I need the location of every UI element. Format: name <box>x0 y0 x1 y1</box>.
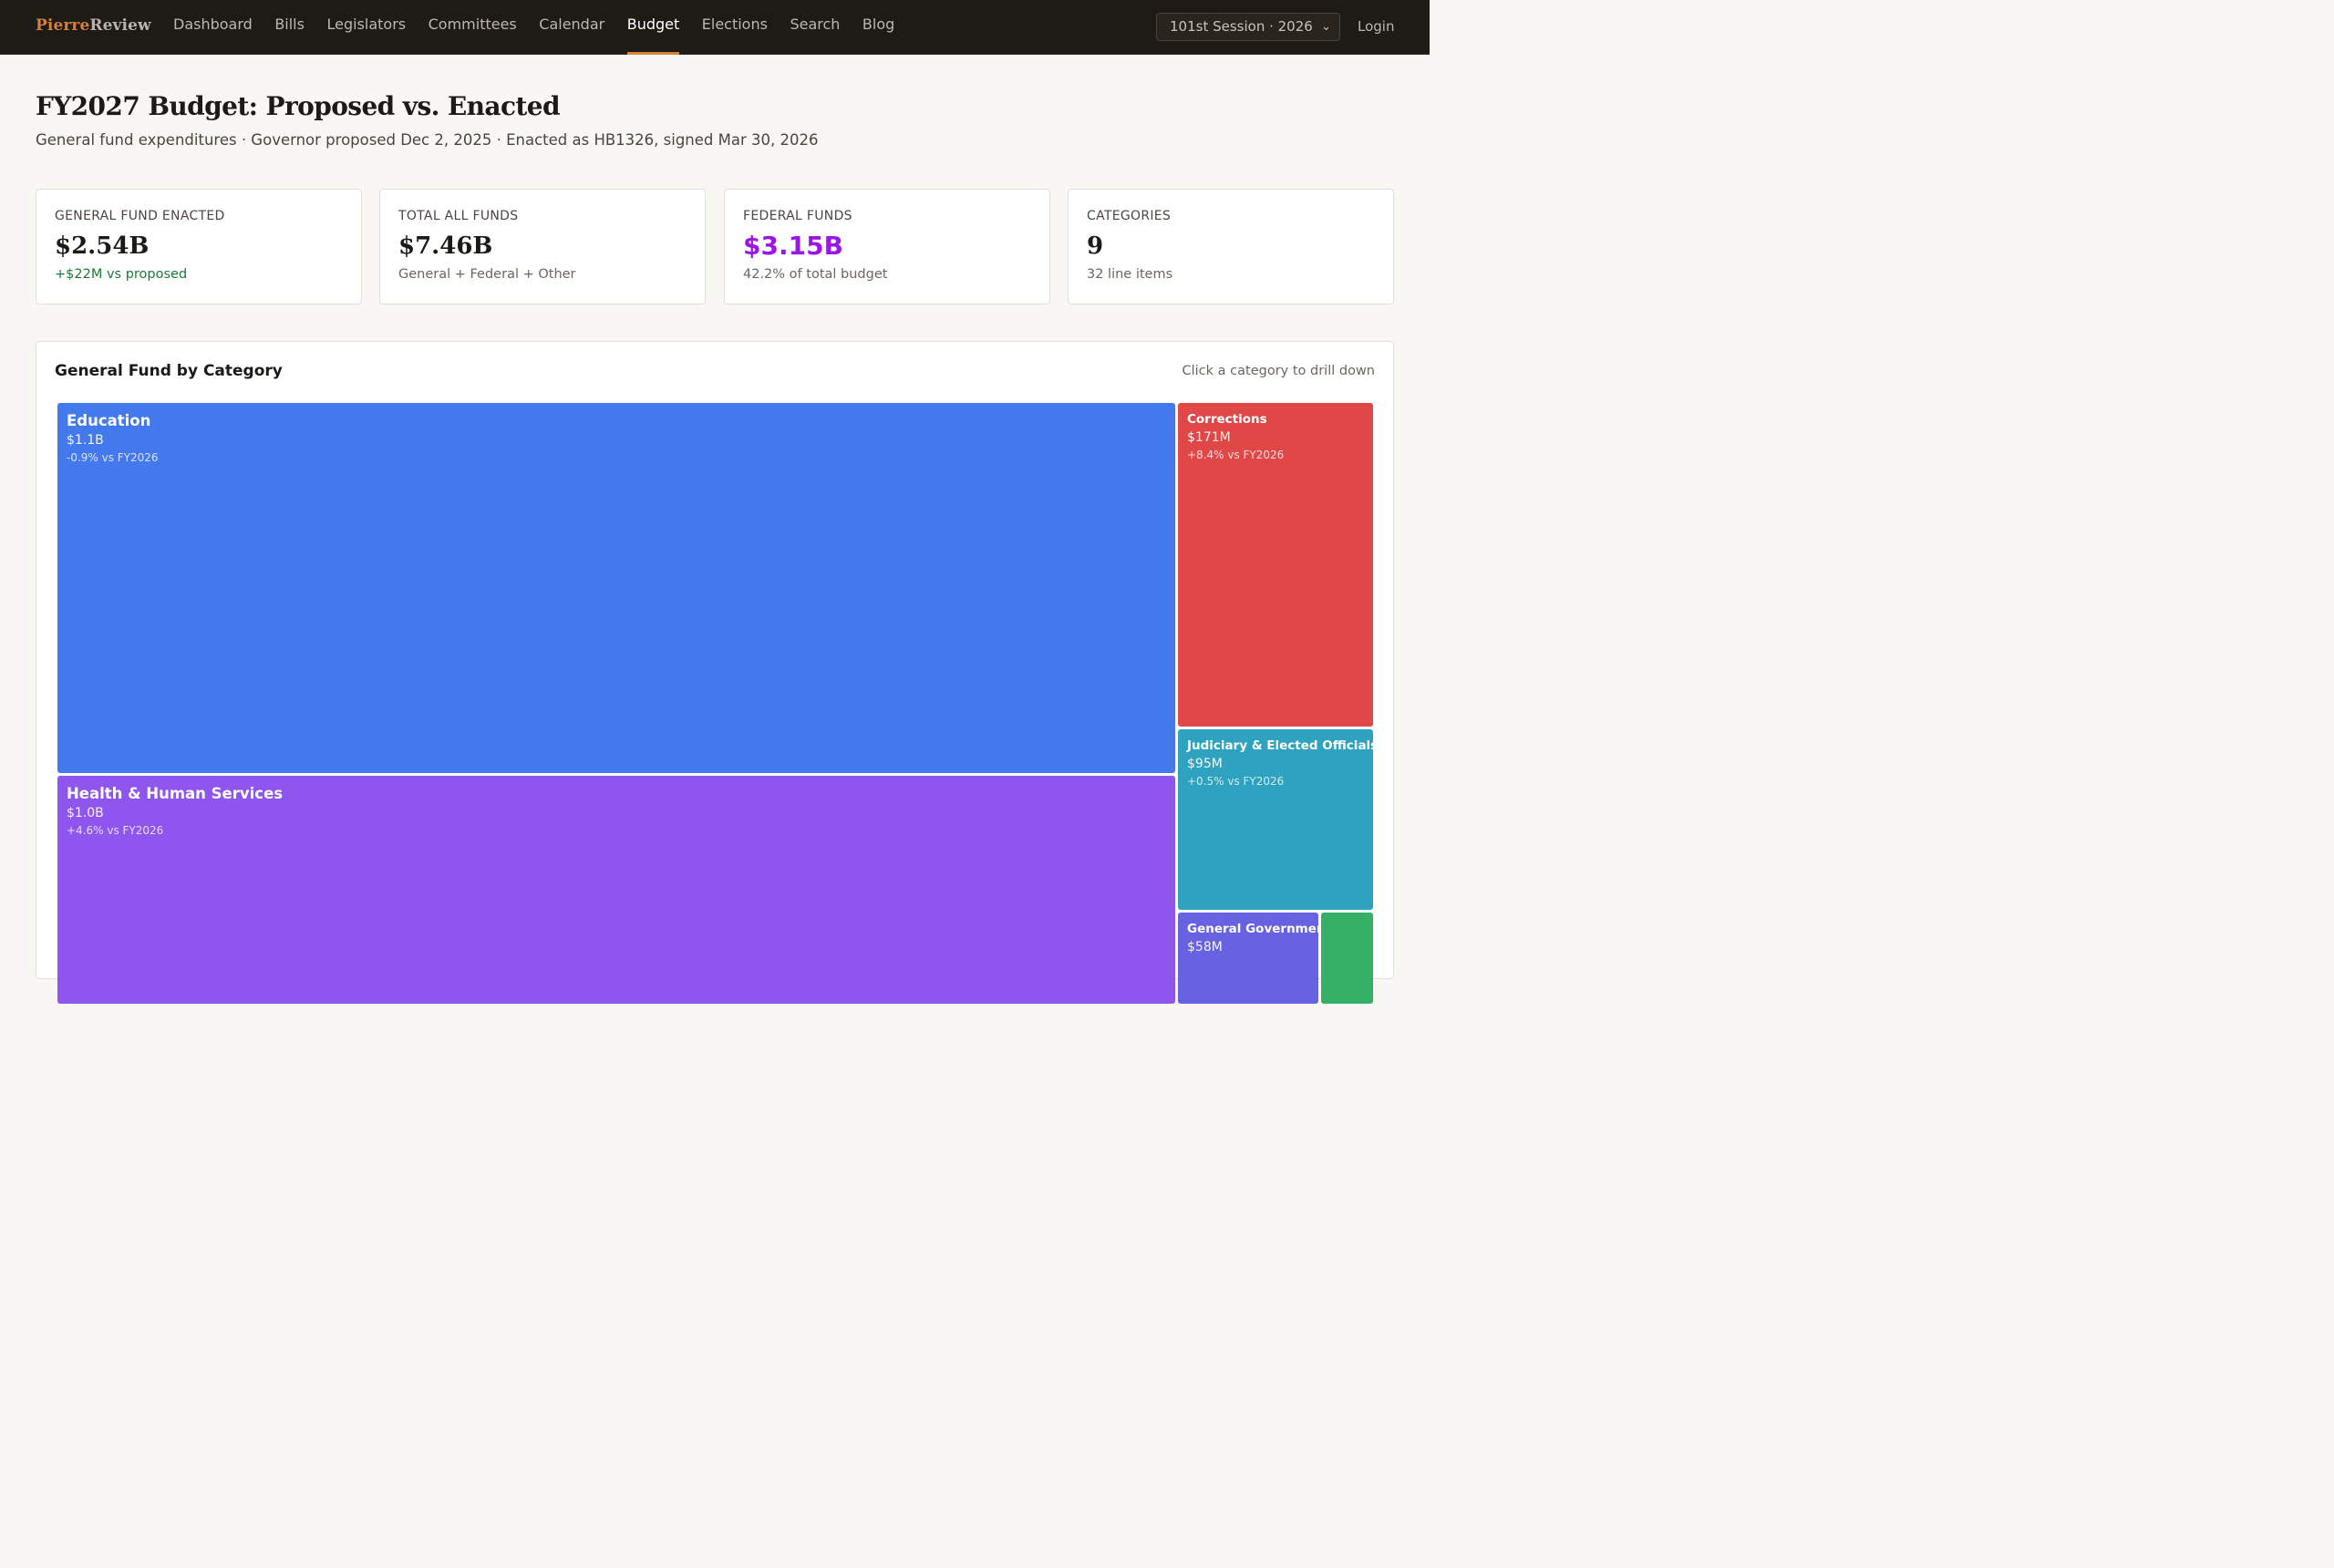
nav-link-bills[interactable]: Bills <box>274 15 305 33</box>
stat-value: $7.46B <box>398 232 493 260</box>
nav-link-blog[interactable]: Blog <box>862 15 895 33</box>
stat-card-federal-funds: FEDERAL FUNDS $3.15B 42.2% of total budg… <box>724 189 1050 304</box>
stat-label: FEDERAL FUNDS <box>743 209 852 223</box>
stat-value: $3.15B <box>743 231 843 261</box>
nav-link-legislators[interactable]: Legislators <box>326 15 407 33</box>
stat-note: +$22M vs proposed <box>55 267 188 282</box>
login-link[interactable]: Login <box>1358 18 1395 35</box>
session-select[interactable]: 101st Session · 2026 ⌄ <box>1156 13 1340 41</box>
tile-change: +4.6% vs FY2026 <box>67 824 164 837</box>
tile-change: +0.5% vs FY2026 <box>1187 775 1285 788</box>
tile-name: Judiciary & Elected Officials <box>1187 738 1373 753</box>
nav-link-committees[interactable]: Committees <box>428 15 517 33</box>
treemap-panel: General Fund by Category Click a categor… <box>36 341 1394 1004</box>
nav-link-elections[interactable]: Elections <box>701 15 768 33</box>
tile-name: General Government <box>1187 922 1318 936</box>
nav-links: Dashboard Bills Legislators Committees C… <box>173 0 917 55</box>
stat-label: GENERAL FUND ENACTED <box>55 209 225 223</box>
tile-name: Health & Human Services <box>67 785 284 802</box>
treemap-tile-corrections[interactable]: Corrections $171M +8.4% vs FY2026 <box>1178 403 1373 727</box>
treemap-hint: Click a category to drill down <box>1182 364 1376 378</box>
treemap-tile-general-government[interactable]: General Government $58M <box>1178 913 1318 1004</box>
tile-change: -0.9% vs FY2026 <box>67 451 159 464</box>
top-nav: PierreReview Dashboard Bills Legislators… <box>0 0 1430 55</box>
page-subtitle: General fund expenditures · Governor pro… <box>36 131 819 149</box>
treemap-tile-other[interactable] <box>1321 913 1373 1004</box>
stat-card-total-funds: TOTAL ALL FUNDS $7.46B General + Federal… <box>379 189 706 304</box>
tile-amount: $171M <box>1187 430 1231 445</box>
stat-card-categories: CATEGORIES 9 32 line items <box>1068 189 1394 304</box>
stat-note: 32 line items <box>1087 267 1173 282</box>
treemap-title: General Fund by Category <box>55 362 283 380</box>
nav-link-calendar[interactable]: Calendar <box>539 15 605 33</box>
treemap: Education $1.1B -0.9% vs FY2026 Health &… <box>36 342 1393 1004</box>
nav-link-search[interactable]: Search <box>790 15 841 33</box>
tile-name: Corrections <box>1187 412 1267 427</box>
treemap-tile-judiciary[interactable]: Judiciary & Elected Officials $95M +0.5%… <box>1178 729 1373 910</box>
tile-amount: $1.0B <box>67 806 104 820</box>
tile-amount: $1.1B <box>67 433 104 448</box>
session-select-value: 101st Session · 2026 <box>1170 18 1313 35</box>
stat-label: CATEGORIES <box>1087 209 1172 223</box>
brand-part-1: Pierre <box>36 16 90 35</box>
stat-value: 9 <box>1087 232 1104 260</box>
chevron-down-icon: ⌄ <box>1321 20 1331 34</box>
brand-part-2: Review <box>89 16 151 35</box>
stat-note: 42.2% of total budget <box>743 267 888 282</box>
tile-amount: $95M <box>1187 757 1223 771</box>
nav-link-dashboard[interactable]: Dashboard <box>173 15 253 33</box>
stat-note: General + Federal + Other <box>398 267 576 282</box>
treemap-tile-education[interactable]: Education $1.1B -0.9% vs FY2026 <box>57 403 1175 773</box>
stat-card-general-fund: GENERAL FUND ENACTED $2.54B +$22M vs pro… <box>36 189 362 304</box>
page-title: FY2027 Budget: Proposed vs. Enacted <box>36 91 561 121</box>
tile-amount: $58M <box>1187 940 1223 954</box>
stat-value: $2.54B <box>55 232 150 260</box>
stat-label: TOTAL ALL FUNDS <box>398 209 519 223</box>
tile-name: Education <box>67 412 151 429</box>
nav-link-budget[interactable]: Budget <box>626 0 679 55</box>
treemap-tile-health-human-services[interactable]: Health & Human Services $1.0B +4.6% vs F… <box>57 776 1175 1004</box>
tile-change: +8.4% vs FY2026 <box>1187 449 1285 461</box>
brand-logo[interactable]: PierreReview <box>36 16 151 35</box>
